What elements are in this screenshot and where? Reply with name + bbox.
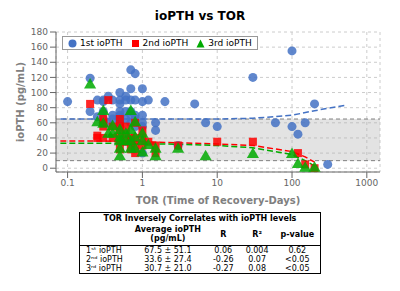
svg-text:100: 100 xyxy=(31,88,48,98)
html-text:0.004: 0.004 xyxy=(245,245,269,255)
html-text:R: R xyxy=(220,229,227,239)
html-text:3ʳᵈ ioPTH: 3ʳᵈ ioPTH xyxy=(85,263,122,273)
svg-text:10: 10 xyxy=(211,178,223,188)
svg-text:100: 100 xyxy=(283,178,300,188)
svg-text:120: 120 xyxy=(31,73,48,83)
html-text:-0.26: -0.26 xyxy=(212,254,234,264)
svg-text:140: 140 xyxy=(31,57,48,67)
html-text:2ⁿᵈ ioPTH: 2ⁿᵈ ioPTH xyxy=(85,254,123,264)
html-text:30.7 ± 21.0: 30.7 ± 21.0 xyxy=(144,263,192,273)
html-text:67.5 ± 51.1: 67.5 ± 51.1 xyxy=(144,245,192,255)
html-text:-0.27: -0.27 xyxy=(212,263,234,273)
html-text:<0.05: <0.05 xyxy=(285,254,310,264)
svg-text:180: 180 xyxy=(31,27,48,37)
html-text:2nd ioPTH: 2nd ioPTH xyxy=(142,38,189,48)
html-text:0.07: 0.07 xyxy=(248,254,266,264)
html-text:0.06: 0.06 xyxy=(214,245,233,255)
html-text:1ˢᵗ ioPTH: 1ˢᵗ ioPTH xyxy=(85,245,122,255)
html-text:<0.05: <0.05 xyxy=(285,263,310,273)
html-text:0.62: 0.62 xyxy=(288,245,307,255)
svg-text:1000: 1000 xyxy=(355,178,378,188)
svg-text:0: 0 xyxy=(42,163,48,173)
svg-text:80: 80 xyxy=(37,103,49,113)
html-text:ioPTH vs TOR: ioPTH vs TOR xyxy=(154,9,246,23)
svg-text:0.1: 0.1 xyxy=(60,178,74,188)
svg-text:TOR (Time of Recovery-Days): TOR (Time of Recovery-Days) xyxy=(136,195,301,206)
svg-text:40: 40 xyxy=(37,133,49,143)
html-text:3rd ioPTH: 3rd ioPTH xyxy=(208,38,252,48)
html-text:1st ioPTH: 1st ioPTH xyxy=(80,38,123,48)
html-text:Average ioPTH (pg/mL): Average ioPTH (pg/mL) xyxy=(134,225,201,244)
svg-text:60: 60 xyxy=(37,118,49,128)
html-text:33.6 ± 27.4: 33.6 ± 27.4 xyxy=(144,254,192,264)
svg-text:1: 1 xyxy=(140,178,146,188)
svg-text:160: 160 xyxy=(31,42,48,52)
html-text:TOR Inversely Correlates with: TOR Inversely Correlates with ioPTH leve… xyxy=(103,214,297,223)
html-text:0.08: 0.08 xyxy=(248,263,266,273)
html-text:p-value: p-value xyxy=(280,229,315,239)
html-text:R²: R² xyxy=(252,229,262,239)
svg-text:ioPTH (pg/mL): ioPTH (pg/mL) xyxy=(15,62,26,142)
svg-text:20: 20 xyxy=(37,148,49,158)
